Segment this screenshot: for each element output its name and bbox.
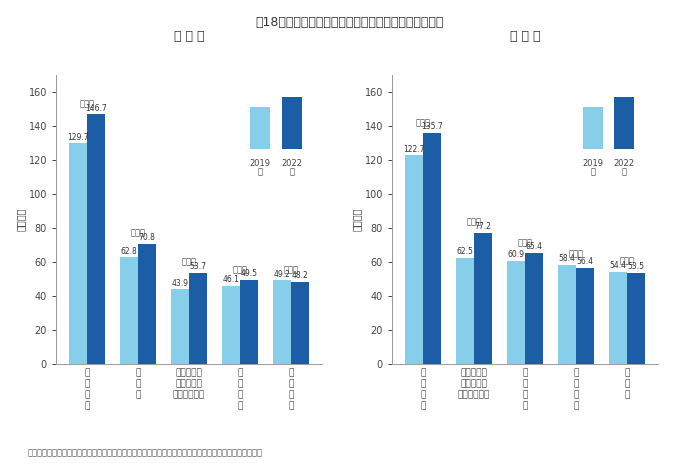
Text: 年: 年 xyxy=(258,168,262,177)
Text: 122.7: 122.7 xyxy=(403,145,424,154)
Text: 第５位: 第５位 xyxy=(284,266,299,275)
Text: 53.5: 53.5 xyxy=(628,262,645,271)
Text: 年: 年 xyxy=(289,168,294,177)
Text: 注：通院者には入院者は含まないが、通院者率を算出するための分母となる世帯人員には入院者を含む。: 注：通院者には入院者は含まないが、通院者率を算出するための分母となる世帯人員には… xyxy=(28,449,263,458)
Bar xyxy=(223,286,240,364)
Bar xyxy=(559,265,576,364)
Text: 146.7: 146.7 xyxy=(85,104,106,113)
Bar xyxy=(456,258,474,364)
Text: 第１位: 第１位 xyxy=(415,118,430,127)
Bar xyxy=(291,282,309,364)
Bar xyxy=(423,133,440,364)
Bar xyxy=(474,233,491,364)
Text: 62.8: 62.8 xyxy=(120,247,137,255)
Bar xyxy=(171,290,189,364)
Text: 49.5: 49.5 xyxy=(241,269,258,278)
Bar xyxy=(87,114,104,364)
Bar xyxy=(120,257,138,364)
Bar xyxy=(69,143,87,364)
Text: 第２位: 第２位 xyxy=(130,229,146,238)
Text: ［ 女 ］: ［ 女 ］ xyxy=(510,30,540,43)
Text: 46.1: 46.1 xyxy=(223,275,239,284)
Text: 56.4: 56.4 xyxy=(577,257,594,267)
Text: 第１位: 第１位 xyxy=(79,99,95,108)
Text: 2022: 2022 xyxy=(281,159,302,168)
Text: 2022: 2022 xyxy=(614,159,635,168)
Bar xyxy=(507,261,525,364)
Text: 58.4: 58.4 xyxy=(559,254,575,263)
Text: 48.2: 48.2 xyxy=(292,271,309,281)
Bar xyxy=(583,107,603,149)
Bar xyxy=(282,97,302,149)
Text: 第２位: 第２位 xyxy=(466,218,482,227)
Text: 第３位: 第３位 xyxy=(517,238,533,247)
Bar xyxy=(627,273,645,364)
Text: 77.2: 77.2 xyxy=(475,222,491,231)
Text: 第５位: 第５位 xyxy=(620,257,635,266)
Text: 第３位: 第３位 xyxy=(181,258,197,267)
Text: 70.8: 70.8 xyxy=(139,233,155,242)
Text: 65.4: 65.4 xyxy=(526,242,543,251)
Bar xyxy=(138,244,156,364)
Bar xyxy=(274,281,291,364)
Text: 2019: 2019 xyxy=(250,159,271,168)
Text: 年: 年 xyxy=(622,168,626,177)
Text: 第４位: 第４位 xyxy=(568,250,584,259)
Y-axis label: 人口千対: 人口千対 xyxy=(15,208,26,231)
Text: 43.9: 43.9 xyxy=(172,279,188,288)
Text: 62.5: 62.5 xyxy=(456,247,473,256)
Bar xyxy=(189,273,207,364)
Bar xyxy=(405,156,423,364)
Bar xyxy=(240,280,258,364)
Text: 2019: 2019 xyxy=(582,159,603,168)
Text: 図18　性別にみた通院者率の上位５傷病（複数回答）: 図18 性別にみた通院者率の上位５傷病（複数回答） xyxy=(256,16,444,29)
Text: 129.7: 129.7 xyxy=(67,133,89,142)
Text: 53.7: 53.7 xyxy=(190,262,206,271)
Bar xyxy=(576,268,594,364)
Text: 49.2: 49.2 xyxy=(274,270,290,279)
Text: 第４位: 第４位 xyxy=(232,265,248,274)
Text: 54.4: 54.4 xyxy=(610,261,627,270)
Y-axis label: 人口千対: 人口千対 xyxy=(351,208,362,231)
Text: ［ 男 ］: ［ 男 ］ xyxy=(174,30,204,43)
Bar xyxy=(615,97,634,149)
Bar xyxy=(251,107,270,149)
Text: 60.9: 60.9 xyxy=(508,250,524,259)
Bar xyxy=(525,253,543,364)
Bar xyxy=(610,272,627,364)
Text: 135.7: 135.7 xyxy=(421,122,442,131)
Text: 年: 年 xyxy=(590,168,595,177)
